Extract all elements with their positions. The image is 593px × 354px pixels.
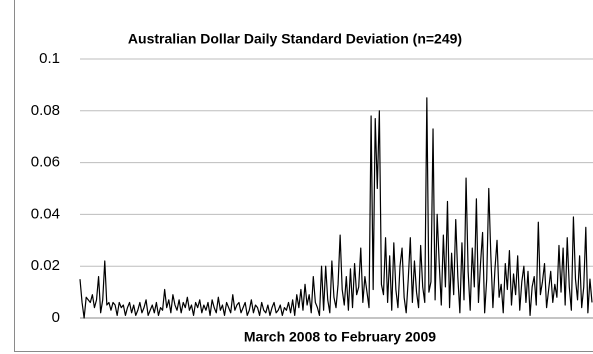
chart-border: [14, 0, 593, 352]
y-tick-label: 0.1: [39, 50, 60, 67]
y-tick-label: 0.06: [31, 154, 60, 171]
chart-title: Australian Dollar Daily Standard Deviati…: [128, 31, 462, 47]
y-tick-label: 0.02: [31, 257, 60, 274]
y-tick-label: 0: [52, 309, 60, 326]
y-tick-label: 0.08: [31, 102, 60, 119]
x-axis-label: March 2008 to February 2009: [244, 329, 436, 345]
y-tick-label: 0.04: [31, 205, 60, 222]
data-line: [79, 97, 593, 319]
